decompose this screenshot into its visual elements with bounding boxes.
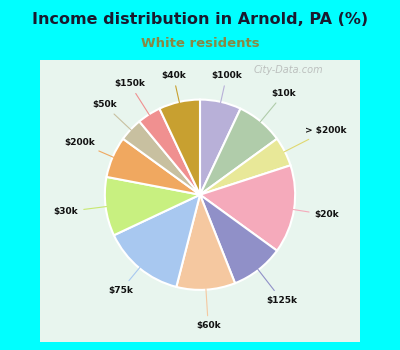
Text: $150k: $150k: [114, 79, 150, 115]
Text: $75k: $75k: [109, 267, 140, 295]
Text: White residents: White residents: [141, 37, 259, 50]
Wedge shape: [105, 177, 200, 235]
Wedge shape: [200, 99, 240, 195]
Text: $10k: $10k: [260, 89, 296, 122]
Wedge shape: [160, 99, 200, 195]
Text: $200k: $200k: [64, 138, 114, 158]
Text: $20k: $20k: [293, 209, 339, 219]
Text: $125k: $125k: [258, 269, 297, 304]
Text: > $200k: > $200k: [284, 126, 346, 152]
Text: $30k: $30k: [54, 206, 107, 216]
Text: $100k: $100k: [211, 71, 242, 103]
Wedge shape: [139, 108, 200, 195]
Text: $40k: $40k: [161, 71, 186, 103]
Wedge shape: [200, 165, 295, 251]
Wedge shape: [200, 139, 290, 195]
Text: City-Data.com: City-Data.com: [253, 64, 323, 75]
Wedge shape: [106, 139, 200, 195]
Text: $60k: $60k: [196, 289, 220, 330]
Text: $50k: $50k: [92, 100, 131, 130]
Wedge shape: [114, 195, 200, 287]
Wedge shape: [123, 121, 200, 195]
Text: Income distribution in Arnold, PA (%): Income distribution in Arnold, PA (%): [32, 12, 368, 27]
Wedge shape: [200, 195, 277, 283]
Bar: [40, 342, 360, 350]
Wedge shape: [200, 108, 277, 195]
Wedge shape: [176, 195, 235, 290]
